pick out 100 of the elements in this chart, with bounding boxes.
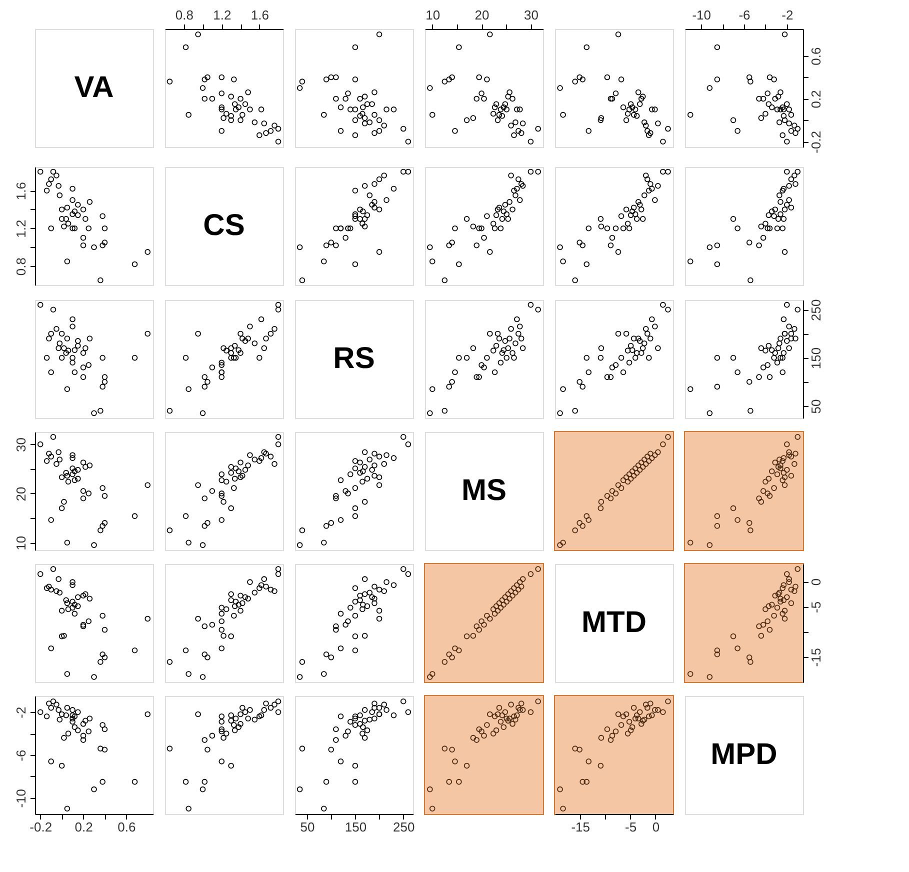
point [478,618,484,624]
point [166,408,173,414]
point [760,364,766,370]
point [240,336,246,342]
point [714,76,720,82]
point [381,122,387,128]
point [364,727,370,734]
point [635,462,642,468]
point [202,76,208,82]
point [299,78,306,84]
point [372,700,378,706]
point [352,458,358,464]
point [86,490,92,496]
point [655,120,661,126]
point [516,330,522,337]
point [642,461,649,467]
point [352,132,358,138]
point [268,586,274,593]
point [766,603,772,610]
point [572,277,578,284]
point [487,616,493,622]
point [487,711,493,718]
point [352,722,358,728]
point [788,600,794,606]
point [794,306,801,313]
point [218,726,225,732]
point [54,702,60,708]
point [376,128,382,134]
point [511,188,517,194]
point [629,347,636,353]
point [510,720,516,727]
point [506,199,512,205]
point [369,709,375,715]
point [792,122,798,128]
point [774,471,780,478]
point [768,468,775,474]
point [100,651,106,658]
point [333,737,339,743]
point [655,182,661,189]
point [498,225,504,232]
point [64,704,70,711]
point [72,713,78,720]
point [584,513,590,519]
point [644,176,650,182]
point [774,604,780,611]
point [634,712,640,718]
point [195,330,201,337]
point [357,720,363,727]
point [618,354,624,361]
point [608,495,614,502]
point [516,197,523,203]
y-tick-label: -5 [808,601,824,613]
point [776,192,782,198]
point [362,182,368,189]
point [452,645,458,652]
point [44,354,50,361]
point [572,408,578,414]
point [508,326,514,332]
point [272,588,278,594]
point [786,576,792,582]
x-tick-label: 0.2 [74,820,93,834]
point [258,106,264,112]
point [776,340,782,346]
point [762,110,768,117]
point [245,716,251,722]
point [342,732,348,739]
point [323,651,330,658]
point [204,74,210,80]
point [220,498,226,505]
point [202,778,208,785]
point [511,585,517,591]
point [132,354,138,361]
point [771,76,777,82]
point [784,138,790,145]
y-tick-label: 0 [808,578,824,586]
point [75,603,81,610]
point [516,586,522,593]
point [381,702,387,708]
point [372,716,378,722]
point [665,168,671,175]
point [498,106,504,112]
point [512,192,518,198]
point [252,456,258,462]
point [261,120,268,126]
point [333,726,339,732]
point [476,225,482,232]
point [372,199,378,205]
point [360,724,366,730]
point [400,126,406,132]
point [372,450,378,457]
point [72,602,78,608]
point [56,576,62,582]
point [642,172,649,178]
point [580,76,586,82]
point [511,713,517,720]
point [247,452,253,458]
point [584,778,590,785]
point [528,138,534,145]
point [64,540,70,546]
point [623,206,630,212]
